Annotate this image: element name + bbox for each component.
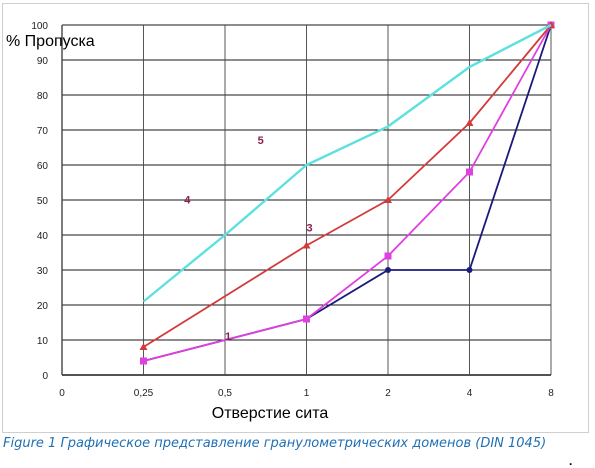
y-tick-label: 10: [37, 336, 49, 347]
data-point-3: [303, 315, 310, 323]
x-tick-label: 1: [304, 388, 310, 399]
x-tick-label: 2: [385, 388, 391, 399]
x-tick-label: 0,25: [134, 388, 154, 399]
series-label-1: 1: [225, 331, 231, 343]
series-label-4: 4: [184, 195, 191, 207]
y-tick-label: 0: [42, 371, 48, 382]
x-tick-label: 0: [59, 388, 65, 399]
data-point-4: [302, 241, 311, 249]
x-tick-label: 4: [467, 388, 473, 399]
data-point-4: [139, 343, 148, 350]
y-tick-label: 90: [37, 56, 49, 67]
stray-mark: .: [569, 454, 573, 468]
figure-caption: Figure 1 Графическое представление грану…: [3, 436, 547, 451]
y-tick-label: 30: [37, 266, 49, 277]
data-point-3: [466, 168, 473, 176]
y-tick-label: 20: [37, 301, 49, 312]
x-axis-title: Отверстие сита: [211, 405, 329, 422]
series-label-5: 5: [258, 135, 264, 147]
y-tick-label: 60: [37, 161, 49, 172]
series-label-3: 3: [307, 223, 313, 235]
y-tick-label: 100: [31, 21, 48, 32]
x-tick-label: 8: [548, 388, 554, 399]
data-point-1: [466, 267, 473, 273]
data-point-3: [384, 252, 392, 260]
y-axis-title: % Пропуска: [6, 33, 95, 50]
data-point-4: [384, 196, 392, 203]
y-tick-label: 80: [37, 91, 49, 102]
x-tick-label: 0,5: [218, 388, 232, 399]
y-tick-label: 70: [37, 126, 49, 137]
data-point-4: [465, 119, 474, 126]
data-point-1: [385, 267, 391, 273]
series-line-5: [142, 23, 552, 303]
y-tick-label: 40: [37, 231, 49, 242]
data-point-3: [140, 357, 147, 365]
y-tick-label: 50: [37, 196, 49, 207]
grading-curve-chart: 0 10 20 30 40 50 60 70 80 90 100 0 0,25 0,5 1 2 4 8 1 3 4 5: [31, 21, 555, 399]
